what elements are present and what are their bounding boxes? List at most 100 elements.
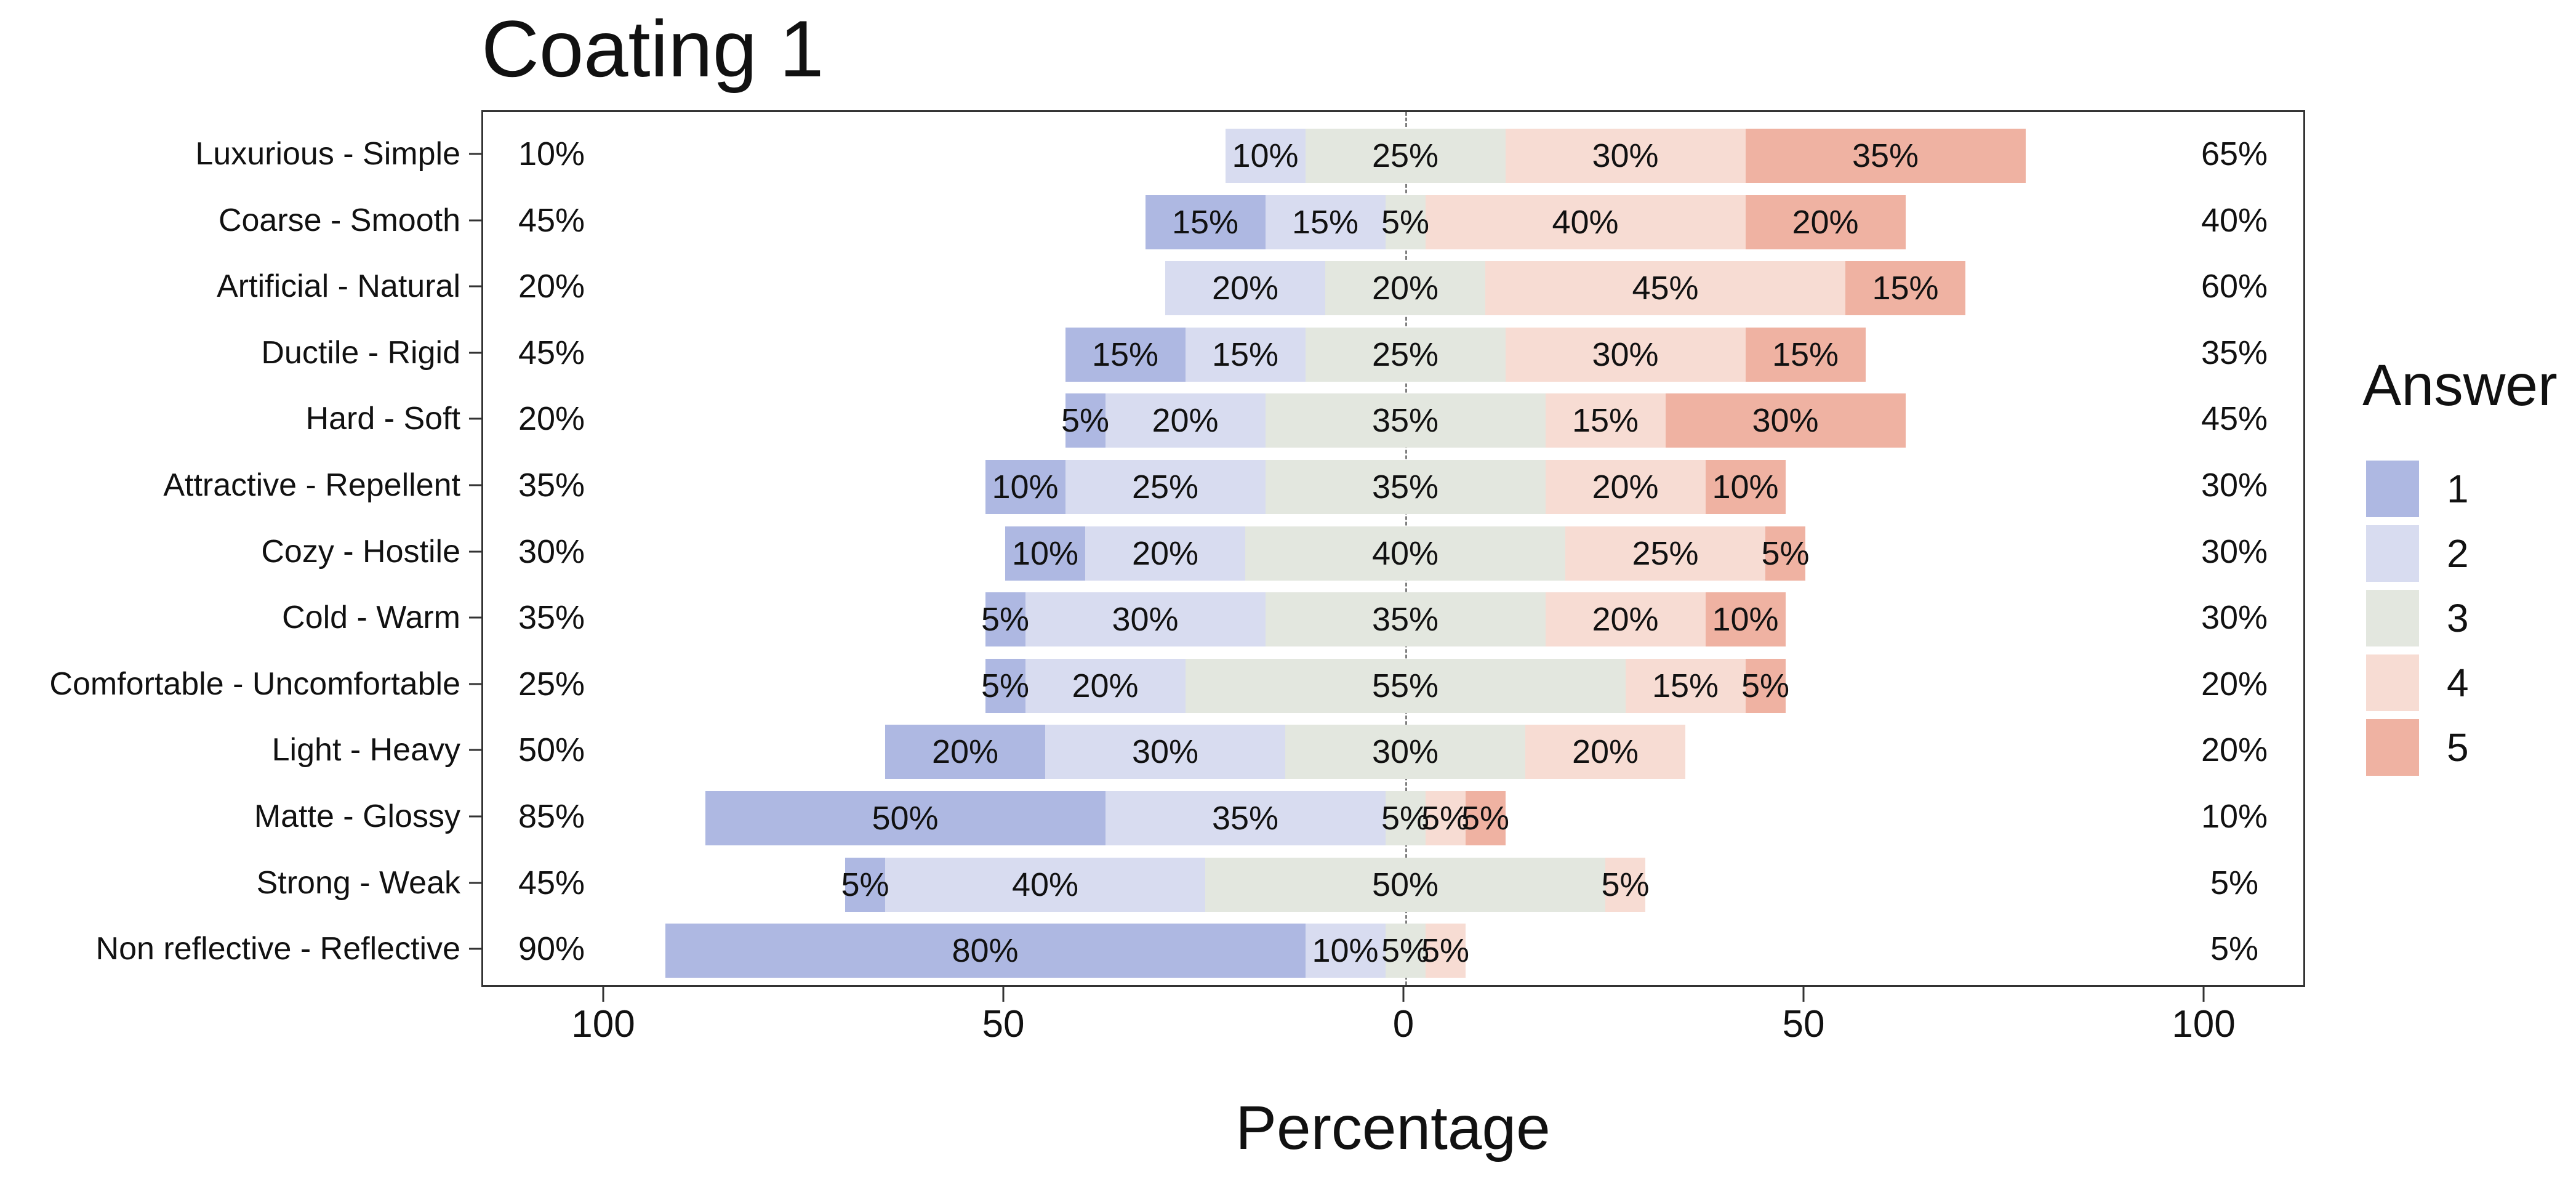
bar-row: 5% 20% 35% 15% 30% bbox=[1061, 393, 1906, 448]
bar-segment-answer-3: 25% bbox=[1305, 327, 1506, 382]
bar-row: 10% 25% 30% 35% bbox=[1225, 129, 2026, 183]
bar-segment-answer-4: 15% bbox=[1545, 393, 1666, 448]
bar-segment-answer-4: 20% bbox=[1525, 725, 1685, 779]
bar-segment-label: 40% bbox=[1011, 866, 1079, 903]
bar-segment-answer-3: 35% bbox=[1265, 393, 1546, 448]
bar-segment-answer-2: 20% bbox=[1025, 658, 1186, 713]
left-total-label: 45% bbox=[518, 201, 585, 239]
right-total-label: 60% bbox=[2201, 268, 2268, 305]
bar-segment-answer-2: 30% bbox=[1045, 725, 1285, 779]
bar-segment-answer-2: 25% bbox=[1065, 460, 1266, 514]
category-label: Non reflective - Reflective bbox=[95, 931, 460, 967]
x-axis-title: Percentage bbox=[1235, 1093, 1551, 1162]
left-total-label: 85% bbox=[518, 798, 585, 835]
bar-segment-label: 25% bbox=[1371, 137, 1439, 174]
y-axis-tick bbox=[469, 219, 481, 222]
bar-segment-label: 10% bbox=[992, 469, 1059, 505]
left-total-label: 35% bbox=[518, 599, 585, 637]
bar-segment-answer-1: 20% bbox=[885, 725, 1045, 779]
left-total-label: 25% bbox=[518, 665, 585, 703]
legend-title: Answer bbox=[2362, 353, 2558, 418]
bar-segment-answer-1: 5% bbox=[981, 592, 1029, 647]
bar-segment-answer-1: 5% bbox=[841, 857, 889, 912]
bar-segment-answer-2: 20% bbox=[1105, 393, 1266, 448]
bar-segment-label: 10% bbox=[1312, 932, 1379, 970]
bar-segment-label: 5% bbox=[1761, 534, 1810, 572]
bar-segment-answer-1: 80% bbox=[665, 924, 1306, 978]
bar-row: 80% 10% 5% 5% bbox=[665, 924, 1469, 978]
bar-segment-label: 5% bbox=[981, 667, 1030, 704]
bar-segment-label: 25% bbox=[1632, 534, 1699, 572]
bar-segment-answer-5: 35% bbox=[1745, 129, 2026, 183]
bar-segment-label: 20% bbox=[1072, 667, 1139, 704]
right-total-label: 30% bbox=[2201, 533, 2268, 570]
legend-swatch-2 bbox=[2366, 525, 2419, 582]
bar-segment-label: 5% bbox=[1421, 932, 1470, 970]
x-tick-label: 100 bbox=[2172, 1003, 2236, 1045]
bar-segment-answer-4: 30% bbox=[1505, 327, 1746, 382]
legend-item-label: 4 bbox=[2447, 661, 2469, 705]
bar-segment-answer-3: 40% bbox=[1245, 526, 1565, 581]
bar-segment-answer-1: 10% bbox=[985, 460, 1065, 514]
bar-segment-label: 10% bbox=[1232, 137, 1299, 174]
bar-segment-label: 15% bbox=[1872, 270, 1939, 307]
bar-segment-answer-5: 30% bbox=[1665, 393, 1906, 448]
bar-segment-answer-4: 15% bbox=[1625, 658, 1746, 713]
bar-segment-label: 5% bbox=[1381, 932, 1430, 970]
bar-row: 15% 15% 5% 40% 20% bbox=[1145, 195, 1906, 249]
x-tick-mark bbox=[1002, 987, 1005, 1002]
bar-segment-answer-5: 10% bbox=[1705, 460, 1786, 514]
y-axis-tick bbox=[469, 683, 481, 685]
bar-segment-answer-2: 35% bbox=[1105, 791, 1386, 845]
right-total-label: 30% bbox=[2201, 467, 2268, 504]
bar-segment-label: 30% bbox=[1752, 402, 1819, 440]
bar-segment-label: 5% bbox=[1381, 203, 1430, 241]
category-label: Strong - Weak bbox=[256, 864, 460, 901]
category-label: Coarse - Smooth bbox=[218, 202, 460, 238]
bar-segment-label: 20% bbox=[1571, 733, 1639, 771]
chart-title: Coating 1 bbox=[481, 4, 824, 94]
bar-segment-label: 20% bbox=[1792, 203, 1859, 241]
y-axis-tick bbox=[469, 352, 481, 354]
bar-segment-answer-4: 30% bbox=[1505, 129, 1746, 183]
bar-segment-label: 55% bbox=[1371, 667, 1439, 704]
bar-segment-label: 35% bbox=[1371, 469, 1439, 505]
left-total-label: 10% bbox=[518, 135, 585, 172]
bar-segment-answer-3: 25% bbox=[1305, 129, 1506, 183]
bar-segment-label: 40% bbox=[1371, 534, 1439, 572]
bar-segment-label: 15% bbox=[1772, 336, 1839, 373]
y-axis-tick bbox=[469, 153, 481, 155]
bar-segment-label: 50% bbox=[1371, 866, 1439, 903]
right-total-label: 20% bbox=[2201, 731, 2268, 769]
bar-segment-label: 10% bbox=[1712, 469, 1779, 505]
bar-segment-label: 15% bbox=[1211, 336, 1279, 373]
bar-segment-label: 5% bbox=[1381, 800, 1430, 837]
bar-segment-answer-3: 50% bbox=[1205, 857, 1605, 912]
bar-segment-label: 5% bbox=[841, 866, 889, 903]
bar-segment-label: 80% bbox=[952, 932, 1019, 970]
bar-segment-label: 15% bbox=[1291, 203, 1359, 241]
bar-segment-label: 25% bbox=[1371, 336, 1439, 373]
bar-segment-answer-4: 5% bbox=[1421, 924, 1469, 978]
bar-row: 10% 20% 40% 25% 5% bbox=[1005, 526, 1810, 581]
bar-segment-label: 5% bbox=[1601, 866, 1650, 903]
bar-segment-label: 10% bbox=[1712, 601, 1779, 638]
bar-row: 10% 25% 35% 20% 10% bbox=[985, 460, 1786, 514]
category-label: Ductile - Rigid bbox=[261, 334, 460, 371]
bar-segment-answer-3: 5% bbox=[1381, 195, 1429, 249]
bar-segment-label: 45% bbox=[1632, 270, 1699, 307]
bar-segment-answer-4: 45% bbox=[1485, 261, 1845, 316]
legend-swatch-1 bbox=[2366, 461, 2419, 517]
bar-segment-answer-1: 15% bbox=[1145, 195, 1266, 249]
category-label: Cozy - Hostile bbox=[261, 533, 460, 570]
bar-segment-label: 20% bbox=[1211, 270, 1279, 307]
bar-row: 15% 15% 25% 30% 15% bbox=[1065, 327, 1866, 382]
bar-segment-label: 20% bbox=[1592, 469, 1659, 505]
bar-row: 5% 30% 35% 20% 10% bbox=[981, 592, 1786, 647]
bar-segment-label: 15% bbox=[1651, 667, 1719, 704]
bar-segment-label: 30% bbox=[1592, 137, 1659, 174]
bar-segment-answer-3: 35% bbox=[1265, 460, 1546, 514]
bar-segment-label: 5% bbox=[1741, 667, 1790, 704]
bar-segment-answer-2: 20% bbox=[1165, 261, 1325, 316]
right-total-label: 65% bbox=[2201, 135, 2268, 172]
